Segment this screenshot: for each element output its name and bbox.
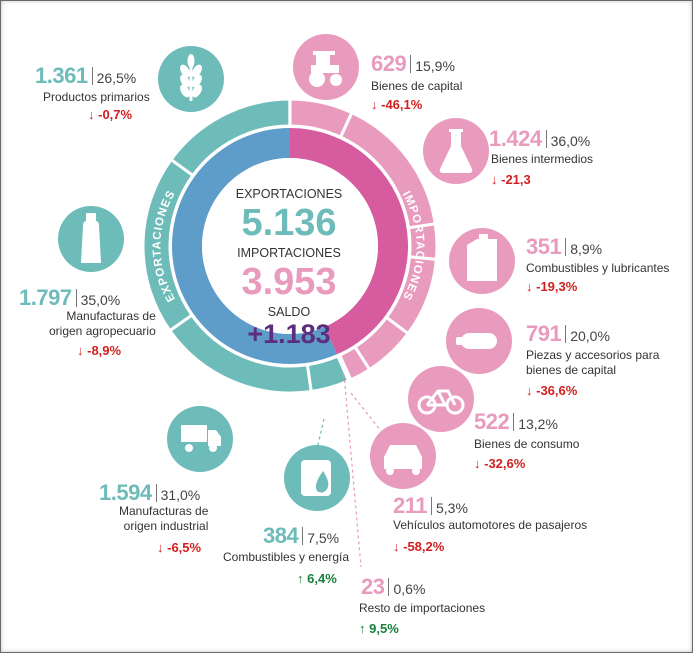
name-combustibles-lubricantes: Combustibles y lubricantes [526, 261, 670, 275]
center-imp-value: 3.953 [241, 261, 337, 303]
leader-line-vehiculos [350, 392, 382, 432]
label-combustibles-energia: 384 7,5% [263, 523, 340, 548]
label-vehiculos: 211 5,3% [393, 493, 468, 518]
donut-hole [202, 158, 378, 334]
share: 26,5% [96, 70, 137, 86]
icon-circle-jerrycan [449, 228, 515, 294]
icon-circle-car [370, 423, 436, 489]
oil-barrel-icon [301, 460, 331, 496]
ring-imp [290, 128, 408, 355]
icon-circle-oil-barrel [284, 445, 350, 511]
name-productos-primarios: Productos primarios [43, 90, 150, 104]
change-moa: ↓ -8,9% [77, 343, 122, 358]
label-moi: 1.594 31,0% [99, 480, 201, 505]
bicycle-icon [417, 389, 465, 415]
center-exp-label: EXPORTACIONES [235, 187, 343, 201]
leader-line-resto [343, 373, 362, 568]
change-productos-primarios: ↓ -0,7% [88, 107, 133, 122]
name-resto-importaciones: Resto de importaciones [359, 601, 486, 615]
change-vehiculos: ↓ -58,2% [393, 539, 445, 554]
wheat-icon [180, 54, 202, 101]
car-icon [384, 445, 422, 475]
icon-circle-flask [423, 118, 489, 184]
label-bienes-intermedios: 1.424 36,0% [489, 126, 591, 151]
change-combustibles-lubricantes: ↓ -19,3% [526, 279, 578, 294]
name-bienes-capital: Bienes de capital [371, 79, 463, 93]
label-productos-primarios: 1.361 26,5% [35, 65, 136, 87]
change-bienes-capital: ↓ -46,1% [371, 97, 423, 112]
icon-circle-tractor [293, 34, 359, 100]
name-bienes-intermedios: Bienes intermedios [491, 152, 594, 166]
label-bienes-consumo: 522 13,2% [474, 409, 558, 434]
change-bienes-intermedios: ↓ -21,3 [491, 172, 531, 187]
flask-icon [439, 129, 473, 173]
icon-circle-truck [167, 406, 233, 472]
bottle-icon [81, 213, 101, 263]
name-piezas-accesorios: Piezas y accesorios para bienes de capita… [526, 348, 660, 377]
change-resto-importaciones: ↑ 9,5% [359, 621, 399, 636]
label-piezas-accesorios: 791 20,0% [526, 321, 610, 346]
spring-icon [456, 333, 497, 349]
icon-circle-bottle [58, 206, 124, 272]
label-resto-importaciones: 23 0,6% [361, 574, 426, 599]
tractor-icon [309, 51, 342, 87]
label-moa: 1.797 35,0% [19, 285, 121, 310]
label-bienes-capital: 629 15,9% [371, 51, 455, 76]
ring-exp [172, 128, 337, 364]
name-moa: Manufacturas de origen agropecuario [49, 309, 156, 338]
name-combustibles-energia: Combustibles y energía [223, 550, 350, 564]
donut-rings [141, 97, 439, 395]
change-combustibles-energia: ↑ 6,4% [297, 571, 337, 586]
center-imp-label: IMPORTACIONES [237, 246, 341, 260]
change-bienes-consumo: ↓ -32,6% [474, 456, 526, 471]
change-moi: ↓ -6,5% [157, 540, 202, 555]
jerrycan-icon [467, 234, 497, 281]
center-saldo-label: SALDO [267, 305, 311, 319]
truck-icon [181, 425, 221, 452]
value: 1.361 [35, 63, 88, 88]
icon-circle-bicycle [408, 366, 474, 432]
icon-circle-spring [446, 308, 512, 374]
name-vehiculos: Vehículos automotores de pasajeros [393, 518, 588, 532]
change-piezas-accesorios: ↓ -36,6% [526, 383, 578, 398]
center-exp-value: 5.136 [241, 202, 337, 244]
icon-circle-wheat [158, 46, 224, 112]
center-saldo-value: +1.183 [247, 319, 331, 349]
label-combustibles-lubricantes: 351 8,9% [526, 234, 603, 259]
slice-exp-0 [168, 97, 292, 178]
name-bienes-consumo: Bienes de consumo [474, 437, 580, 451]
name-moi: Manufacturas de origen industrial [119, 504, 209, 533]
